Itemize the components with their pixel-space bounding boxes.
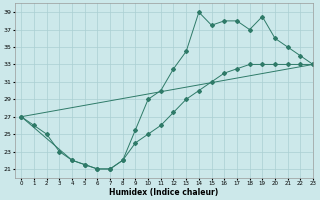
X-axis label: Humidex (Indice chaleur): Humidex (Indice chaleur) — [109, 188, 219, 197]
